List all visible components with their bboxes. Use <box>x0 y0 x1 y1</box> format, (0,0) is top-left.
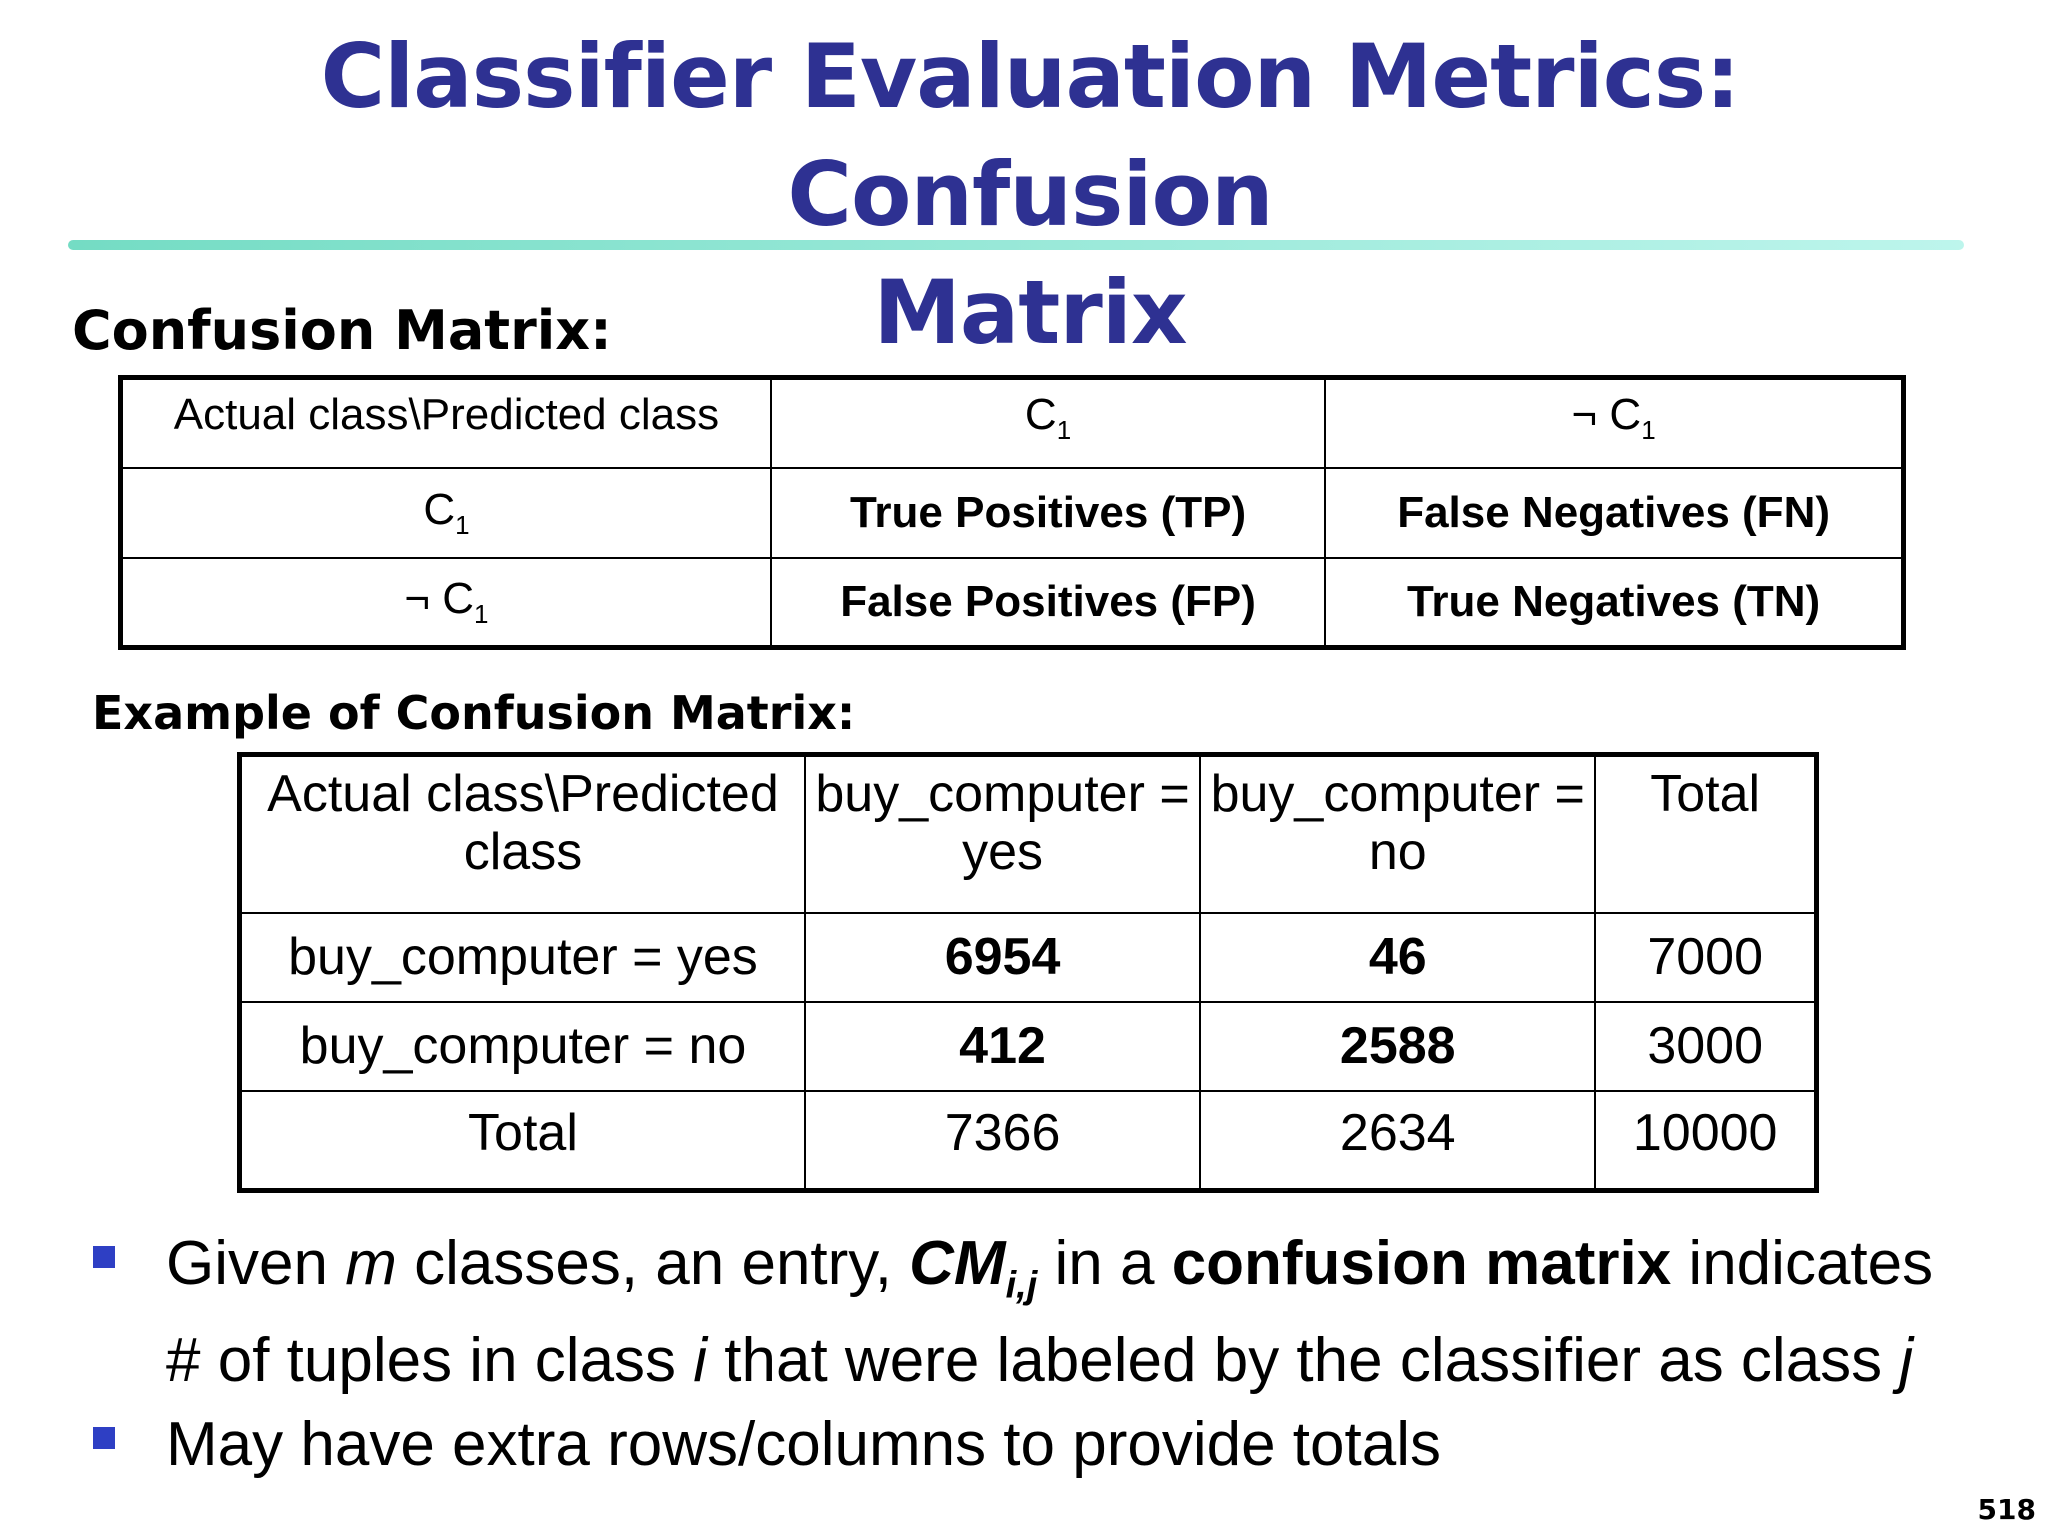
class-subscript: 1 <box>474 598 489 629</box>
title-line-2: Matrix <box>873 261 1187 364</box>
table-cell: 7000 <box>1594 911 1818 1003</box>
bullet-text-bold: confusion matrix <box>1171 1229 1672 1298</box>
row-label: buy_computer = yes <box>238 911 806 1003</box>
table-cell: 46 <box>1199 911 1597 1003</box>
bullet-text-cm: CM <box>909 1229 1006 1298</box>
table-cell: 10000 <box>1594 1089 1818 1192</box>
false-positives-cell: False Positives (FP) <box>769 556 1327 649</box>
example-confusion-matrix-table: Actual class\Predicted class buy_compute… <box>237 752 1819 1193</box>
table-row: buy_computer = yes 6954 46 7000 <box>238 911 1818 1003</box>
bullet-text: that were labeled by the classifier as c… <box>707 1326 1900 1396</box>
actual-c1-label: C1 <box>119 466 772 559</box>
slide-title: Classifier Evaluation Metrics: Confusion… <box>70 18 1990 372</box>
list-item: May have extra rows/columns to provide t… <box>90 1407 1970 1483</box>
table-header-row: Actual class\Predicted class buy_compute… <box>238 753 1818 914</box>
bullet-text-italic: m <box>345 1229 397 1298</box>
list-item: Given m classes, an entry, CMi,j in a co… <box>90 1226 1970 1399</box>
header-cell: Total <box>1594 753 1818 914</box>
table-total-row: Total 7366 2634 10000 <box>238 1089 1818 1192</box>
header-cell: Actual class\Predicted class <box>119 376 772 469</box>
class-subscript: 1 <box>1641 414 1656 445</box>
class-label: C <box>423 484 456 534</box>
true-positives-cell: True Positives (TP) <box>769 466 1327 559</box>
class-label: ¬ C <box>1571 390 1642 439</box>
table-row: Actual class\Predicted class C1 ¬ C1 <box>119 376 1905 469</box>
table-cell: 2634 <box>1199 1089 1597 1192</box>
bullet-list: Given m classes, an entry, CMi,j in a co… <box>90 1226 1970 1491</box>
title-underline <box>68 240 1964 250</box>
table-cell: 2588 <box>1199 1000 1597 1092</box>
class-label: ¬ C <box>404 573 475 623</box>
confusion-matrix-table: Actual class\Predicted class C1 ¬ C1 C1 … <box>118 375 1906 650</box>
table-row: buy_computer = no 412 2588 3000 <box>238 1000 1818 1092</box>
table-row: C1 True Positives (TP) False Negatives (… <box>119 466 1905 559</box>
bullet-text: classes, an entry, <box>396 1229 910 1298</box>
class-label: C <box>1024 390 1057 439</box>
table-cell: 3000 <box>1594 1000 1818 1092</box>
predicted-c1-header: C1 <box>769 376 1327 469</box>
bullet-text-subscript: i,j <box>1005 1264 1038 1307</box>
header-cell: Actual class\Predicted class <box>238 753 806 914</box>
page-number: 518 <box>1977 1493 2036 1526</box>
bullet-text: Given <box>166 1229 346 1298</box>
square-bullet-icon <box>93 1427 115 1450</box>
table-cell: 6954 <box>803 911 1202 1003</box>
row-label: Total <box>238 1089 806 1192</box>
table-row: ¬ C1 False Positives (FP) True Negatives… <box>119 556 1905 649</box>
header-cell: buy_computer = no <box>1199 753 1597 914</box>
confusion-matrix-heading: Confusion Matrix: <box>72 299 612 362</box>
bullet-text: in a <box>1037 1229 1172 1298</box>
table-cell: 412 <box>803 1000 1202 1092</box>
square-bullet-icon <box>93 1246 115 1268</box>
bullet-text-italic: i <box>693 1326 708 1396</box>
table-cell: 7366 <box>803 1089 1202 1192</box>
row-label: buy_computer = no <box>238 1000 806 1092</box>
example-heading: Example of Confusion Matrix: <box>92 686 856 740</box>
bullet-text: indicates # of tuples in class <box>166 1229 1934 1396</box>
header-cell: buy_computer = yes <box>803 753 1202 914</box>
class-subscript: 1 <box>455 509 470 540</box>
class-subscript: 1 <box>1056 414 1072 445</box>
true-negatives-cell: True Negatives (TN) <box>1324 556 1905 649</box>
false-negatives-cell: False Negatives (FN) <box>1324 466 1905 559</box>
actual-not-c1-label: ¬ C1 <box>119 556 772 649</box>
bullet-text: May have extra rows/columns to provide t… <box>166 1410 1441 1480</box>
predicted-not-c1-header: ¬ C1 <box>1324 376 1905 469</box>
title-line-1: Classifier Evaluation Metrics: Confusion <box>320 25 1741 246</box>
bullet-text-italic: j <box>1899 1326 1914 1396</box>
